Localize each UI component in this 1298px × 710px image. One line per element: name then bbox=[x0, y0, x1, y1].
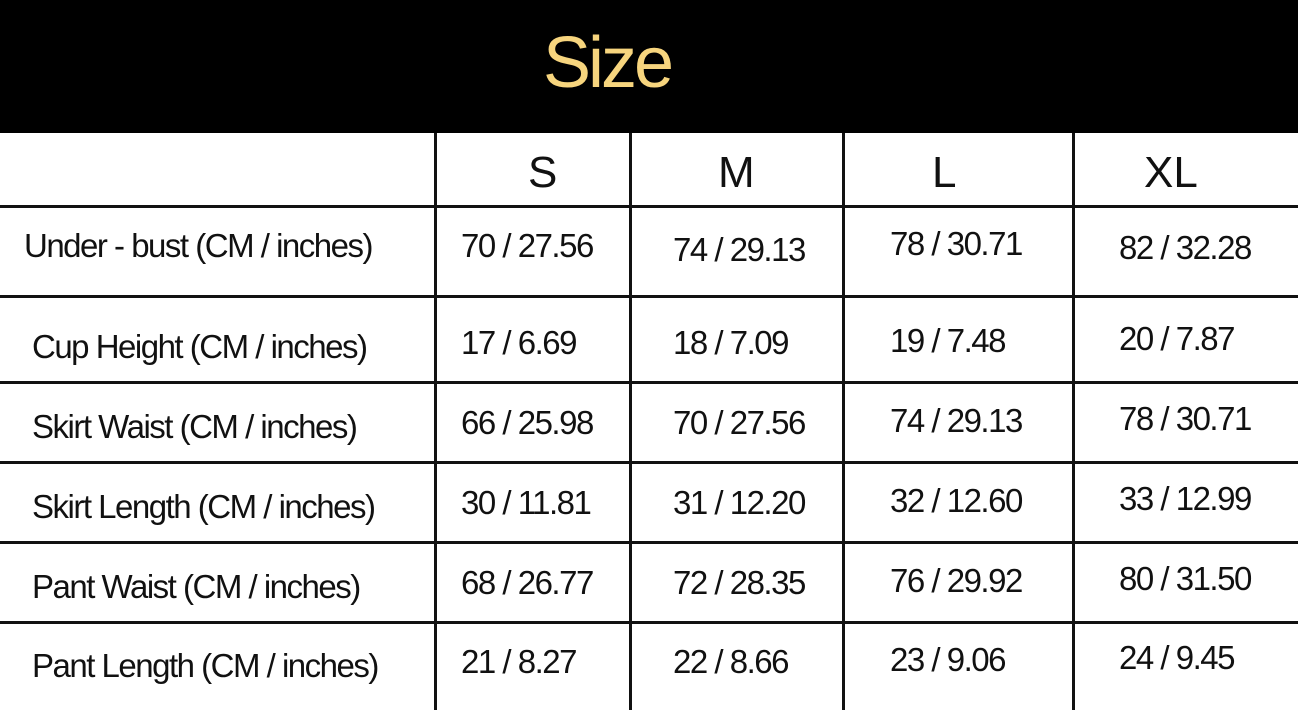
size-value-cell: 74 / 29.13 bbox=[673, 231, 806, 268]
size-value-cell: 22 / 8.66 bbox=[673, 643, 789, 680]
column-divider bbox=[1072, 133, 1075, 710]
column-header-l: L bbox=[932, 148, 957, 197]
column-divider bbox=[434, 133, 437, 710]
size-value-cell: 33 / 12.99 bbox=[1119, 480, 1252, 517]
row-label: Cup Height (CM / inches) bbox=[32, 328, 368, 365]
chart-title: Size bbox=[543, 23, 674, 103]
size-value-cell: 24 / 9.45 bbox=[1119, 639, 1235, 676]
title-banner: Size bbox=[0, 0, 1298, 133]
size-value-cell: 23 / 9.06 bbox=[890, 641, 1006, 678]
size-value-cell: 78 / 30.71 bbox=[1119, 400, 1252, 437]
size-value-cell: 70 / 27.56 bbox=[461, 227, 594, 264]
row-divider bbox=[0, 295, 1298, 298]
column-header-s: S bbox=[528, 148, 558, 197]
size-value-cell: 20 / 7.87 bbox=[1119, 320, 1235, 357]
row-label: Skirt Waist (CM / inches) bbox=[32, 408, 358, 445]
size-value-cell: 31 / 12.20 bbox=[673, 484, 806, 521]
size-value-cell: 82 / 32.28 bbox=[1119, 229, 1252, 266]
size-value-cell: 19 / 7.48 bbox=[890, 322, 1006, 359]
size-value-cell: 66 / 25.98 bbox=[461, 404, 594, 441]
row-divider bbox=[0, 461, 1298, 464]
row-label: Pant Waist (CM / inches) bbox=[32, 568, 361, 605]
row-divider bbox=[0, 621, 1298, 624]
row-label: Under - bust (CM / inches) bbox=[24, 227, 373, 264]
column-header-xl: XL bbox=[1144, 148, 1198, 197]
size-value-cell: 70 / 27.56 bbox=[673, 404, 806, 441]
size-value-cell: 80 / 31.50 bbox=[1119, 560, 1252, 597]
size-value-cell: 17 / 6.69 bbox=[461, 324, 577, 361]
size-value-cell: 76 / 29.92 bbox=[890, 562, 1023, 599]
row-divider bbox=[0, 381, 1298, 384]
column-divider bbox=[842, 133, 845, 710]
size-value-cell: 32 / 12.60 bbox=[890, 482, 1023, 519]
size-value-cell: 68 / 26.77 bbox=[461, 564, 594, 601]
row-divider bbox=[0, 205, 1298, 208]
row-label: Skirt Length (CM / inches) bbox=[32, 488, 376, 525]
column-header-m: M bbox=[718, 148, 755, 197]
size-value-cell: 72 / 28.35 bbox=[673, 564, 806, 601]
row-divider bbox=[0, 541, 1298, 544]
size-value-cell: 18 / 7.09 bbox=[673, 324, 789, 361]
size-value-cell: 78 / 30.71 bbox=[890, 225, 1023, 262]
row-label: Pant Length (CM / inches) bbox=[32, 647, 379, 684]
column-divider bbox=[629, 133, 632, 710]
size-value-cell: 21 / 8.27 bbox=[461, 643, 577, 680]
size-value-cell: 74 / 29.13 bbox=[890, 402, 1023, 439]
size-value-cell: 30 / 11.81 bbox=[461, 484, 592, 521]
